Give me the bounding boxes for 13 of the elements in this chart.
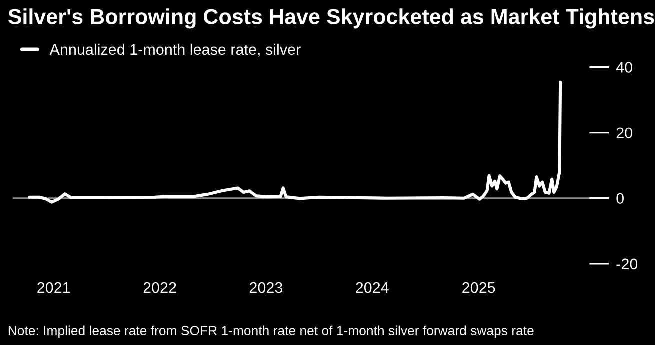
- y-tick-label: -20: [616, 258, 638, 270]
- x-tick-label: 2024: [356, 282, 389, 294]
- y-tick-label: 0: [616, 193, 624, 204]
- x-tick-label: 2022: [144, 282, 176, 294]
- x-tick-label: 2025: [462, 282, 496, 294]
- text: Note: Implied lease rate from SOFR 1-month rate net of 1-month silver forward swaps rate: [8, 326, 534, 338]
- x-tick-label: 2021: [38, 282, 70, 294]
- x-tick-label: 2023: [250, 282, 283, 294]
- line-series: [28, 80, 562, 204]
- y-tick-label: 20: [616, 128, 632, 139]
- y-tick-label: 40: [616, 62, 632, 73]
- chart-title: Silver's Borrowing Costs Have Skyrocketed as Market Tightens: [8, 8, 654, 29]
- legend-label: Annualized 1-month lease rate, silver: [50, 44, 301, 57]
